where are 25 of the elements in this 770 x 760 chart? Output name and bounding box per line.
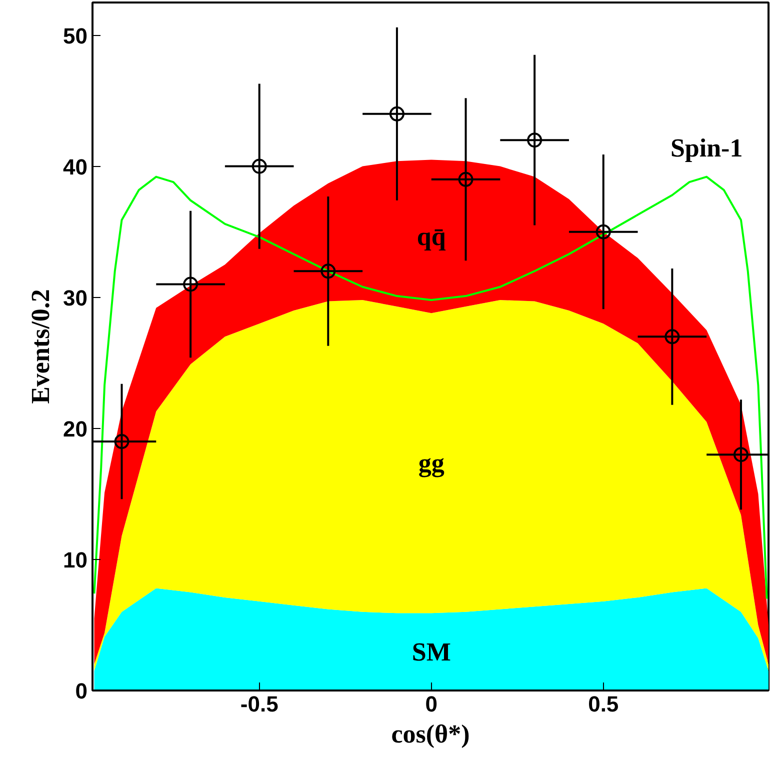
point: [389, 106, 404, 122]
series-label: SM: [412, 637, 451, 666]
x-tick-label: 0.5: [588, 692, 619, 716]
point: [733, 447, 748, 462]
y-tick-label: 20: [63, 416, 88, 442]
point: [664, 329, 680, 344]
x-axis-title: cos(θ*): [391, 720, 470, 748]
point: [527, 132, 542, 148]
line-series: [93, 176, 768, 600]
series-label: Spin-1: [670, 133, 743, 162]
point: [458, 172, 474, 187]
y-tick-label: 10: [63, 547, 88, 572]
point: [320, 264, 336, 279]
point: [183, 276, 198, 292]
point: [252, 158, 267, 174]
x-tick-label: 0: [425, 692, 438, 716]
x-tick-label: -0.5: [240, 692, 278, 716]
series-label: gg: [418, 448, 444, 478]
point: [596, 224, 611, 240]
y-tick-label: 30: [63, 285, 88, 310]
y-axis-title: Events/0.2: [26, 289, 56, 404]
series-label: qq̄: [416, 222, 446, 251]
point: [114, 434, 130, 449]
y-tick-label: 40: [63, 154, 88, 180]
y-tick-label: 50: [63, 23, 88, 48]
